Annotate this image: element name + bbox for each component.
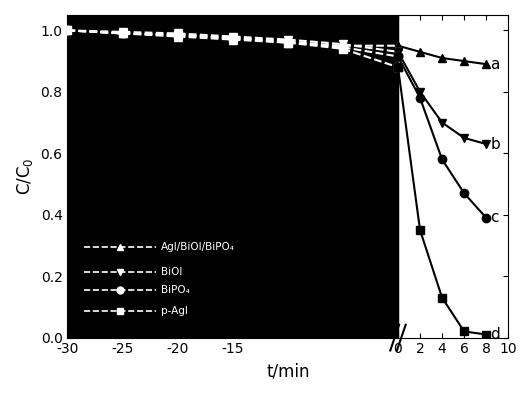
Text: c: c xyxy=(491,210,499,225)
Text: BiOI: BiOI xyxy=(161,267,182,276)
Text: b: b xyxy=(491,137,500,152)
Text: BiPO₄: BiPO₄ xyxy=(161,285,190,295)
Text: a: a xyxy=(491,56,500,71)
Text: d: d xyxy=(491,327,500,342)
X-axis label: t/min: t/min xyxy=(266,362,310,380)
Y-axis label: C/C$_0$: C/C$_0$ xyxy=(15,158,35,195)
Text: AgI/BiOI/BiPO₄: AgI/BiOI/BiPO₄ xyxy=(161,242,235,252)
Bar xyxy=(68,15,398,338)
Text: p-AgI: p-AgI xyxy=(161,307,188,316)
